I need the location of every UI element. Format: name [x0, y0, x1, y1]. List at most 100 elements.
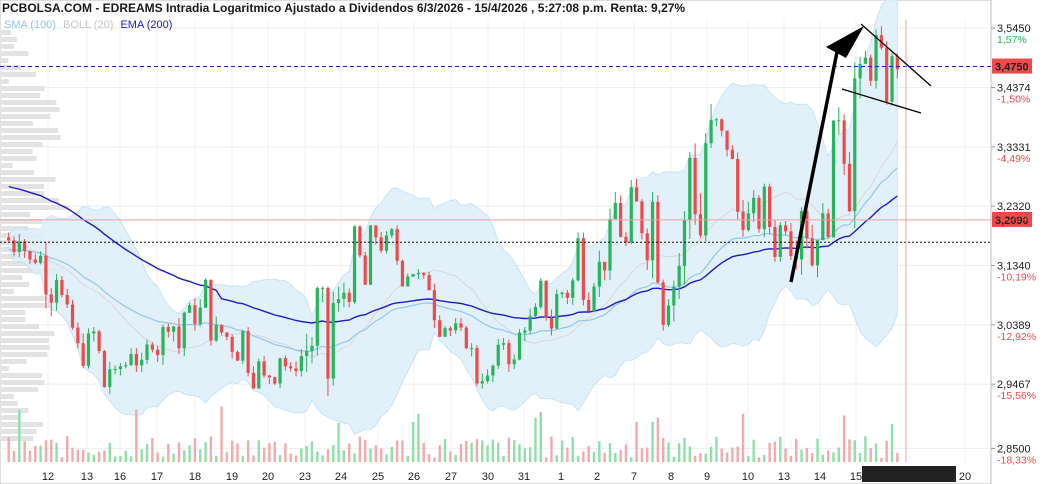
volume-bar	[773, 441, 777, 462]
volume-bar	[768, 442, 771, 462]
volume-profile-bar	[0, 310, 25, 315]
volume-bar	[667, 442, 670, 462]
volume-profile-bar	[0, 338, 50, 343]
trend-arrow-head	[826, 26, 864, 58]
candle-body	[422, 273, 426, 276]
volume-bar	[853, 440, 856, 462]
y-tick-percent: -10,19%	[997, 271, 1036, 283]
volume-bar	[539, 411, 543, 462]
plot-frame	[0, 0, 992, 484]
volume-bar	[656, 417, 660, 462]
volume-profile-bar	[0, 401, 18, 406]
volume-bar	[55, 442, 58, 462]
volume-profile-bar	[0, 198, 59, 203]
volume-profile-bar	[0, 72, 36, 77]
candle-body	[108, 369, 112, 388]
candle-body	[336, 298, 341, 304]
legend-ema: EMA (200)	[120, 19, 172, 31]
volume-profile-bar	[0, 212, 31, 217]
candle-body	[23, 241, 27, 252]
candle-body	[720, 119, 724, 131]
volume-bar	[363, 439, 367, 462]
candle-body	[225, 332, 229, 337]
volume-bar	[880, 457, 883, 462]
volume-bar	[741, 413, 745, 462]
candle-body	[384, 235, 389, 251]
candle-body	[869, 57, 873, 81]
x-tick-label: 14	[814, 471, 826, 483]
candle-body	[443, 328, 447, 337]
volume-profile-bar	[0, 163, 13, 168]
drawings	[789, 23, 932, 283]
volume-profile-bar	[0, 359, 27, 364]
candle-body	[214, 324, 218, 341]
candle-body	[411, 274, 415, 277]
candle-body	[454, 323, 458, 331]
volume-profile-bar	[0, 415, 19, 420]
volume-bar	[709, 446, 713, 462]
volume-bar	[763, 454, 766, 462]
candle-body	[815, 240, 820, 266]
volume-bar	[326, 449, 330, 462]
x-tick-label: 15	[850, 471, 862, 483]
volume-bar	[555, 455, 558, 462]
volume-profile-bar	[0, 191, 45, 196]
candle-body	[576, 238, 580, 281]
candle-body	[512, 359, 516, 365]
volume-bar	[816, 438, 819, 462]
volume-bar	[390, 446, 394, 462]
x-tick-label: 2	[594, 471, 600, 483]
volume-profile-bar	[0, 303, 50, 308]
candle-body	[257, 361, 261, 389]
volume-bar	[481, 440, 484, 462]
volume-bar	[486, 445, 489, 462]
candle-body	[379, 237, 383, 251]
candle-body	[640, 201, 644, 234]
x-tick-label: 12	[42, 471, 54, 483]
candle-body	[581, 238, 585, 300]
volume-bar	[177, 442, 181, 462]
volume-bar	[252, 455, 255, 462]
candle-body	[289, 366, 293, 369]
candle-body	[682, 219, 687, 266]
candle-body	[448, 328, 452, 331]
volume-bar	[646, 447, 649, 462]
volume-bar	[587, 446, 590, 462]
candle-body	[310, 345, 314, 351]
candle-body	[140, 359, 144, 366]
volume-profile-bar	[0, 58, 9, 63]
volume-bar	[411, 421, 415, 462]
candle-body	[634, 187, 639, 202]
pink-level-tag	[992, 211, 1032, 227]
volume-bar	[896, 452, 899, 462]
candle-body	[496, 344, 500, 366]
volume-bar	[858, 452, 862, 462]
volume-profile-bar	[0, 345, 50, 350]
volume-bar	[576, 455, 580, 462]
volume-profile-bar	[0, 394, 14, 399]
x-tick-label: 27	[445, 471, 457, 483]
candle-body	[501, 343, 506, 345]
volume-profile-bar	[0, 387, 39, 392]
x-tick-label: 1	[558, 471, 564, 483]
volume-bar	[60, 457, 64, 462]
y-tick-label: 3,0389	[997, 320, 1031, 332]
y-tick-label: 3,4374	[997, 82, 1031, 94]
volume-profile-bar	[0, 86, 45, 91]
volume-profile-bar	[0, 373, 43, 378]
volume-bar	[310, 441, 314, 462]
volume-bar	[321, 455, 324, 462]
candle-body	[805, 211, 809, 239]
volume-bar	[28, 450, 32, 462]
volume-bar	[651, 421, 654, 462]
volume-bar	[491, 439, 495, 462]
volume-bar	[97, 451, 101, 462]
volume-bar	[747, 456, 750, 462]
candle-body	[778, 225, 782, 257]
candle-body	[427, 275, 431, 291]
candle-body	[203, 279, 208, 308]
candle-body	[847, 163, 852, 212]
x-tick-label: 18	[189, 471, 201, 483]
volume-bar	[268, 443, 271, 462]
